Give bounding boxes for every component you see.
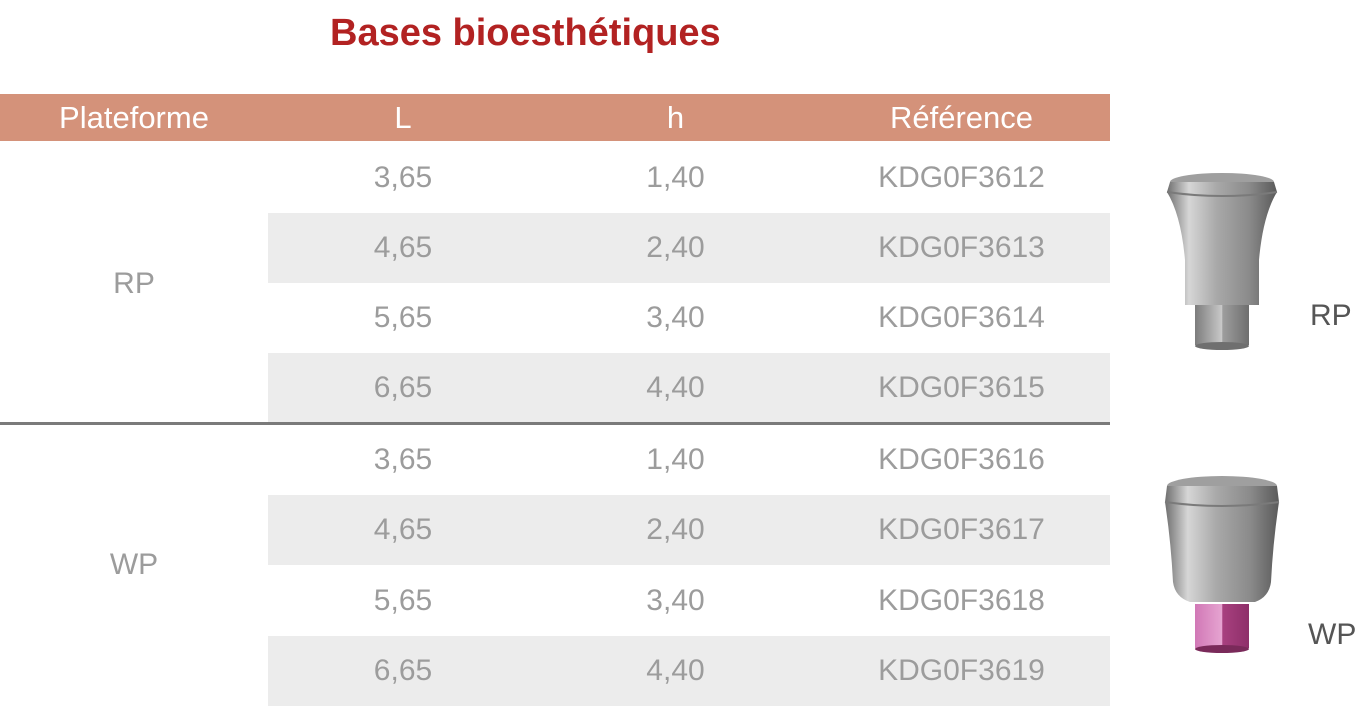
cell-reference: KDG0F3618 — [878, 584, 1045, 617]
table-header: Plateforme L h Référence — [0, 94, 1110, 141]
table-row: 3,65 1,40 KDG0F3616 — [268, 425, 1110, 495]
table-row: 5,65 3,40 KDG0F3614 — [268, 283, 1110, 353]
cell-l: 3,65 — [373, 161, 433, 194]
wp-image-label: WP — [1308, 618, 1357, 651]
cell-reference: KDG0F3617 — [878, 513, 1045, 546]
cell-l: 5,65 — [373, 301, 433, 334]
table-row: 4,65 2,40 KDG0F3617 — [268, 495, 1110, 565]
cell-reference: KDG0F3612 — [878, 161, 1045, 194]
cell-l: 4,65 — [373, 231, 433, 264]
table-row: 6,65 4,40 KDG0F3615 — [268, 353, 1110, 423]
cell-reference: KDG0F3613 — [878, 231, 1045, 264]
platform-wp: WP — [109, 548, 159, 581]
cell-l: 6,65 — [373, 654, 433, 687]
rp-image-label: RP — [1310, 299, 1352, 332]
group-divider — [0, 422, 1110, 425]
column-header-reference: Référence — [889, 100, 1034, 135]
cell-h: 2,40 — [646, 513, 705, 546]
table-row: 3,65 1,40 KDG0F3612 — [268, 143, 1110, 213]
rp-abutment-icon — [1166, 173, 1278, 350]
cell-l: 4,65 — [373, 513, 433, 546]
cell-l: 6,65 — [373, 371, 433, 404]
cell-l: 3,65 — [373, 443, 433, 476]
cell-h: 1,40 — [646, 161, 705, 194]
cell-h: 1,40 — [646, 443, 705, 476]
platform-rp: RP — [113, 267, 155, 300]
cell-reference: KDG0F3619 — [878, 654, 1045, 687]
cell-h: 2,40 — [646, 231, 705, 264]
column-header-platform: Plateforme — [59, 100, 209, 135]
table-row: 4,65 2,40 KDG0F3613 — [268, 213, 1110, 283]
cell-l: 5,65 — [373, 584, 433, 617]
table-row: 6,65 4,40 KDG0F3619 — [268, 636, 1110, 706]
page-title: Bases bioesthétiques — [330, 12, 721, 54]
table-row: 5,65 3,40 KDG0F3618 — [268, 566, 1110, 636]
cell-h: 3,40 — [646, 584, 705, 617]
wp-abutment-icon — [1164, 476, 1280, 653]
cell-reference: KDG0F3614 — [878, 301, 1045, 334]
cell-h: 3,40 — [646, 301, 705, 334]
cell-h: 4,40 — [646, 371, 705, 404]
cell-h: 4,40 — [646, 654, 705, 687]
column-header-l: L — [394, 100, 412, 135]
cell-reference: KDG0F3615 — [878, 371, 1045, 404]
column-header-h: h — [666, 100, 685, 135]
cell-reference: KDG0F3616 — [878, 443, 1045, 476]
